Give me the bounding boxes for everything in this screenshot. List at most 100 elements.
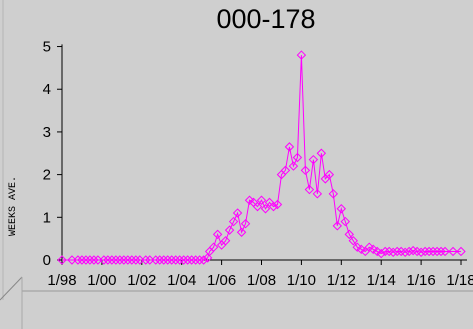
x-tick-label: 1/18 (446, 272, 473, 289)
marker-group (57, 50, 466, 265)
data-point-marker (77, 255, 87, 265)
data-point-marker (159, 255, 169, 265)
data-point-marker (190, 255, 201, 265)
data-point-marker (228, 216, 239, 227)
data-point-marker (119, 255, 129, 265)
data-point-marker (372, 246, 382, 257)
data-point-marker (332, 221, 343, 231)
data-point-marker (99, 255, 109, 265)
data-point-marker (212, 229, 223, 240)
data-point-marker (304, 184, 315, 195)
data-point-marker (424, 246, 434, 257)
data-point-marker (436, 246, 446, 257)
data-point-marker (131, 255, 141, 265)
data-point-marker (420, 246, 430, 257)
data-point-marker (240, 219, 251, 229)
data-point-marker (194, 255, 205, 265)
data-point-marker (57, 255, 67, 265)
x-tick-label: 1/04 (167, 272, 196, 289)
y-tick-label: 4 (43, 81, 51, 98)
data-point-marker (107, 255, 117, 265)
data-point-marker (368, 244, 378, 255)
frame-line-corner (0, 276, 23, 301)
y-tick-label: 3 (43, 124, 51, 141)
data-point-marker (312, 189, 323, 199)
data-point-marker (171, 255, 181, 265)
data-point-marker (280, 165, 291, 176)
data-point-marker (232, 208, 243, 218)
data-point-marker (167, 255, 177, 265)
data-point-marker (198, 255, 209, 265)
x-tick-label: 1/98 (47, 272, 76, 289)
data-point-marker (175, 255, 185, 265)
data-point-marker (456, 246, 466, 257)
data-point-marker (256, 195, 267, 205)
data-point-marker (364, 242, 374, 252)
data-point-marker (202, 253, 213, 263)
data-point-marker (252, 201, 263, 212)
x-tick-label: 1/06 (207, 272, 236, 289)
data-point-marker (141, 255, 151, 265)
x-tick-label: 1/12 (327, 272, 356, 289)
data-point-marker (268, 201, 279, 212)
data-point-marker (392, 246, 402, 257)
x-tick-label: 1/10 (287, 272, 316, 289)
data-point-marker (328, 189, 339, 199)
data-point-marker (127, 255, 137, 265)
tick-labels: 0 1 2 3 4 5 1/98 1/00 1/02 1/04 1/06 1/08 1/10 1/12 1/… (43, 39, 473, 289)
x-tick-label: 1/02 (127, 272, 156, 289)
data-point-marker (85, 255, 95, 265)
data-point-marker (416, 247, 426, 258)
data-point-marker (388, 247, 398, 258)
data-point-marker (380, 246, 390, 257)
data-point-marker (123, 255, 133, 265)
data-point-marker (340, 216, 351, 227)
y-tick-label: 5 (43, 39, 51, 56)
data-point-marker (73, 255, 83, 265)
data-point-marker (284, 142, 295, 152)
data-point-marker (155, 255, 165, 265)
data-point-marker (308, 154, 319, 165)
data-point-marker (348, 236, 358, 246)
data-point-marker (448, 246, 458, 257)
data-point-marker (440, 246, 450, 257)
data-point-marker (89, 255, 99, 265)
data-point-marker (400, 247, 410, 258)
data-point-marker (163, 255, 173, 265)
data-point-marker (428, 246, 438, 257)
y-tick-label: 0 (43, 252, 51, 269)
data-point-marker (288, 161, 299, 171)
data-point-marker (292, 152, 303, 163)
data-point-marker (151, 255, 161, 265)
data-point-marker (272, 199, 283, 210)
data-point-marker (178, 255, 189, 265)
data-point-marker (208, 242, 219, 252)
data-point-marker (404, 246, 414, 257)
data-point-marker (316, 148, 327, 158)
data-point-marker (103, 255, 113, 265)
data-point-marker (344, 229, 354, 240)
y-tick-label: 1 (43, 209, 51, 226)
data-point-marker (376, 248, 386, 259)
data-point-marker (220, 236, 231, 246)
data-point-marker (352, 242, 362, 252)
data-point-marker (260, 204, 271, 214)
data-point-marker (432, 246, 442, 257)
data-point-marker (111, 255, 121, 265)
data-point-marker (224, 225, 235, 235)
data-point-marker (186, 255, 197, 265)
y-tick-label: 2 (43, 167, 51, 184)
chart-title: 000-178 (216, 4, 315, 34)
data-point-marker (336, 204, 347, 214)
data-point-marker (356, 244, 366, 255)
data-point-marker (300, 165, 311, 176)
x-tick-label: 1/16 (407, 272, 436, 289)
x-tick-label: 1/14 (367, 272, 396, 289)
data-point-marker (296, 50, 307, 60)
data-point-marker (182, 255, 193, 265)
y-axis-label: WEEKS AVE. (8, 176, 19, 236)
data-point-marker (244, 195, 255, 205)
data-point-marker (81, 255, 91, 265)
data-point-marker (115, 255, 125, 265)
